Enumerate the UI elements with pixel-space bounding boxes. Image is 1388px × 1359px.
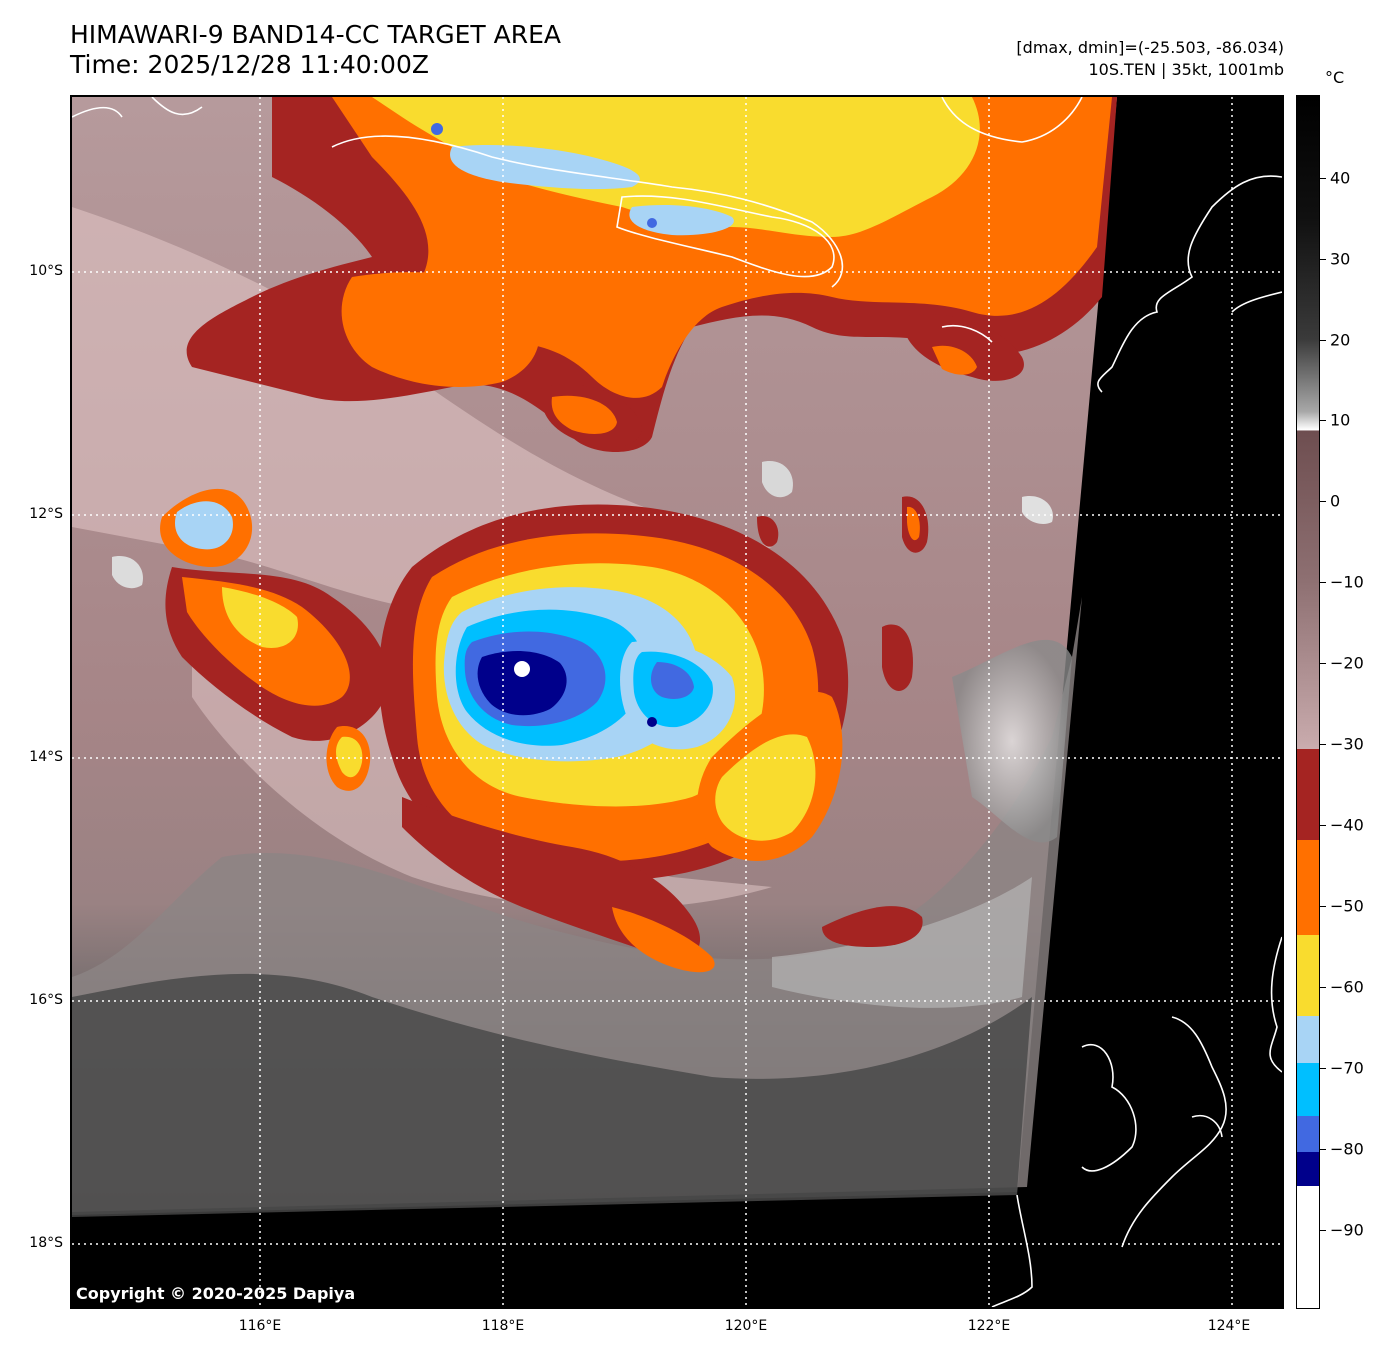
colorbar-tick-minus-40: −40 (1330, 815, 1364, 835)
lat-label-18s: 18°S (29, 1235, 63, 1251)
lat-label-14s: 14°S (29, 749, 63, 765)
gridlines (72, 97, 1282, 1307)
colorbar-tick-minus-80: −80 (1330, 1139, 1364, 1159)
colorbar-tick-minus-10: −10 (1330, 572, 1364, 592)
lat-label-10s: 10°S (29, 263, 63, 279)
satellite-map[interactable] (70, 95, 1284, 1309)
lon-label-118e: 118°E (481, 1318, 525, 1334)
storm-id: 10S.TEN | 35kt, 1001mb (1088, 60, 1284, 79)
temperature-range: [dmax, dmin]=(-25.503, -86.034) (1016, 38, 1284, 57)
colorbar-tick-minus-30: −30 (1330, 734, 1364, 754)
lat-label-16s: 16°S (29, 992, 63, 1008)
colorbar-tick-30: 30 (1330, 249, 1351, 269)
colorbar-tick-10: 10 (1330, 410, 1351, 430)
colorbar-tick-minus-90: −90 (1330, 1220, 1364, 1240)
colorbar-tick-40: 40 (1330, 168, 1351, 188)
title-time: Time: 2025/12/28 11:40:00Z (70, 50, 429, 79)
colorbar-tick-minus-60: −60 (1330, 977, 1364, 997)
colorbar-unit: °C (1325, 68, 1345, 87)
colorbar-tick-0: 0 (1330, 491, 1341, 511)
lat-label-12s: 12°S (29, 506, 63, 522)
copyright-notice: Copyright © 2020-2025 Dapiya (76, 1284, 356, 1303)
title-line-1: HIMAWARI-9 BAND14-CC TARGET AREA (70, 20, 562, 49)
satellite-imagery (72, 97, 1282, 1307)
lon-label-120e: 120°E (724, 1318, 768, 1334)
storm-info: [dmax, dmin]=(-25.503, -86.034) 10S.TEN … (1016, 37, 1284, 81)
colorbar-tick-minus-70: −70 (1330, 1058, 1364, 1078)
colorbar-tick-minus-50: −50 (1330, 896, 1364, 916)
figure-title: HIMAWARI-9 BAND14-CC TARGET AREA Time: 2… (70, 20, 561, 80)
colorbar-tick-minus-20: −20 (1330, 653, 1364, 673)
colorbar (1296, 95, 1320, 1309)
lon-label-124e: 124°E (1207, 1318, 1251, 1334)
lon-label-116e: 116°E (238, 1318, 282, 1334)
coastlines (72, 97, 1282, 1307)
lon-label-122e: 122°E (967, 1318, 1011, 1334)
colorbar-tick-20: 20 (1330, 330, 1351, 350)
